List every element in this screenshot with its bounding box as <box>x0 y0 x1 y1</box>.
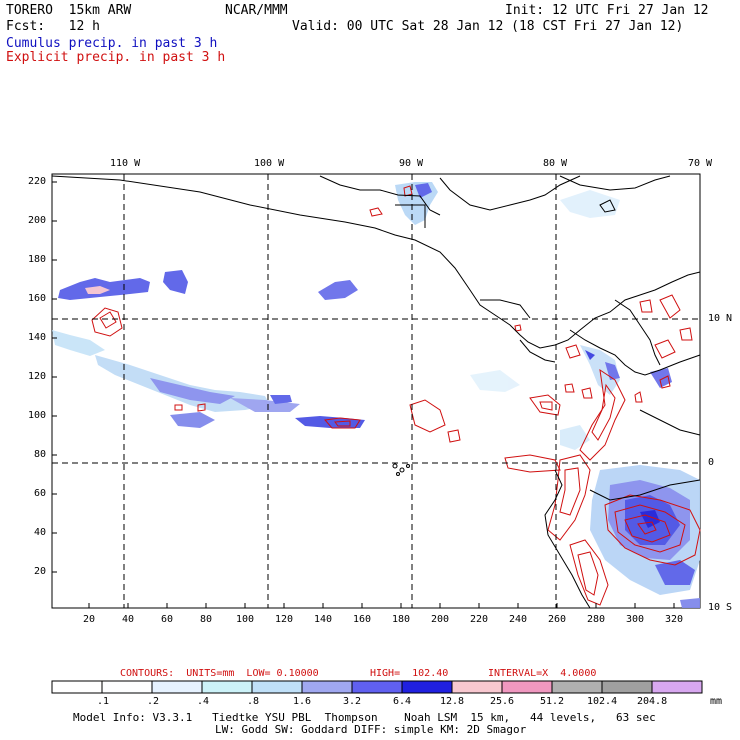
init-time: Init: 12 UTC Fri 27 Jan 12 <box>505 3 709 18</box>
colorbar-swatch-8 <box>451 680 503 694</box>
x-tick-label: 40 <box>122 614 135 625</box>
explicit-precip-contours <box>91 185 701 606</box>
contour-high: HIGH= 102.40 <box>370 668 449 679</box>
colorbar-swatch-11 <box>601 680 653 694</box>
colorbar-swatch-6 <box>351 680 403 694</box>
lon-label-100w: 100 W <box>254 158 285 169</box>
x-tick-label: 80 <box>200 614 213 625</box>
lat-label-0: 0 <box>708 457 715 468</box>
x-tick-label: 100 <box>236 614 255 625</box>
lat-lon-grid <box>52 174 700 608</box>
y-tick-label: 180 <box>28 254 47 265</box>
y-tick-label: 220 <box>28 176 47 187</box>
x-tick-label: 140 <box>314 614 333 625</box>
colorbar-label: .1 <box>97 696 110 707</box>
lon-label-70w: 70 W <box>688 158 713 169</box>
colorbar-swatch-12 <box>651 680 703 694</box>
colorbar-swatch-2 <box>151 680 203 694</box>
x-tick-label: 20 <box>83 614 96 625</box>
colorbar-label: 6.4 <box>393 696 412 707</box>
x-tick-label: 280 <box>587 614 606 625</box>
colorbar-swatch-9 <box>501 680 553 694</box>
model-info: Model Info: V3.3.1 Tiedtke YSU PBL Thomp… <box>73 711 656 724</box>
colorbar-swatch-10 <box>551 680 603 694</box>
x-tick-label: 160 <box>353 614 372 625</box>
cumulus-precip-areas <box>52 182 700 608</box>
x-tick-label: 220 <box>470 614 489 625</box>
colorbar-swatch-4 <box>251 680 303 694</box>
model-physics: LW: Godd SW: Goddard DIFF: simple KM: 2D… <box>215 723 527 736</box>
y-tick-label: 20 <box>34 566 47 577</box>
y-tick-label: 140 <box>28 332 47 343</box>
colorbar-label: 12.8 <box>440 696 465 707</box>
colorbar-label: 51.2 <box>540 696 565 707</box>
colorbar <box>51 680 703 694</box>
contour-info: CONTOURS: UNITS=mm LOW= 0.10000 <box>120 668 319 679</box>
y-tick-label: 80 <box>34 449 47 460</box>
y-tick-label: 100 <box>28 410 47 421</box>
colorbar-label: 3.2 <box>343 696 362 707</box>
coastlines <box>51 175 701 609</box>
organization: NCAR/MMM <box>225 3 288 18</box>
y-tick-label: 60 <box>34 488 47 499</box>
y-tick-label: 200 <box>28 215 47 226</box>
field-label-explicit: Explicit precip. in past 3 h <box>6 50 226 65</box>
colorbar-label: 1.6 <box>293 696 312 707</box>
colorbar-label: 102.4 <box>587 696 618 707</box>
lon-label-90w: 90 W <box>399 158 424 169</box>
colorbar-swatch-0 <box>51 680 103 694</box>
colorbar-label: .4 <box>197 696 210 707</box>
colorbar-swatch-3 <box>201 680 253 694</box>
model-name: TORERO 15km ARW <box>6 3 132 18</box>
colorbar-swatch-5 <box>301 680 353 694</box>
lat-label-10n: 10 N <box>708 313 733 324</box>
lon-label-110w: 110 W <box>110 158 141 169</box>
galapagos-islands <box>392 463 410 476</box>
axis-ticks <box>52 181 675 608</box>
lat-label-10s: 10 S <box>708 602 733 613</box>
colorbar-swatch-1 <box>101 680 153 694</box>
x-tick-label: 60 <box>161 614 174 625</box>
colorbar-label: 204.8 <box>637 696 668 707</box>
x-tick-label: 200 <box>431 614 450 625</box>
x-tick-label: 240 <box>509 614 528 625</box>
forecast-hour: Fcst: 12 h <box>6 19 100 34</box>
valid-time: Valid: 00 UTC Sat 28 Jan 12 (18 CST Fri … <box>292 19 684 34</box>
x-tick-label: 180 <box>392 614 411 625</box>
colorbar-swatch-7 <box>401 680 453 694</box>
colorbar-label: .2 <box>147 696 160 707</box>
y-tick-label: 40 <box>34 527 47 538</box>
lon-label-80w: 80 W <box>543 158 568 169</box>
y-tick-label: 120 <box>28 371 47 382</box>
x-tick-label: 260 <box>548 614 567 625</box>
contour-interval: INTERVAL=X 4.0000 <box>488 668 597 679</box>
x-tick-label: 320 <box>665 614 684 625</box>
x-tick-label: 300 <box>626 614 645 625</box>
colorbar-unit: mm <box>710 696 723 707</box>
colorbar-label: 25.6 <box>490 696 515 707</box>
colorbar-label: .8 <box>247 696 260 707</box>
x-tick-label: 120 <box>275 614 294 625</box>
field-label-cumulus: Cumulus precip. in past 3 h <box>6 36 218 51</box>
y-tick-label: 160 <box>28 293 47 304</box>
